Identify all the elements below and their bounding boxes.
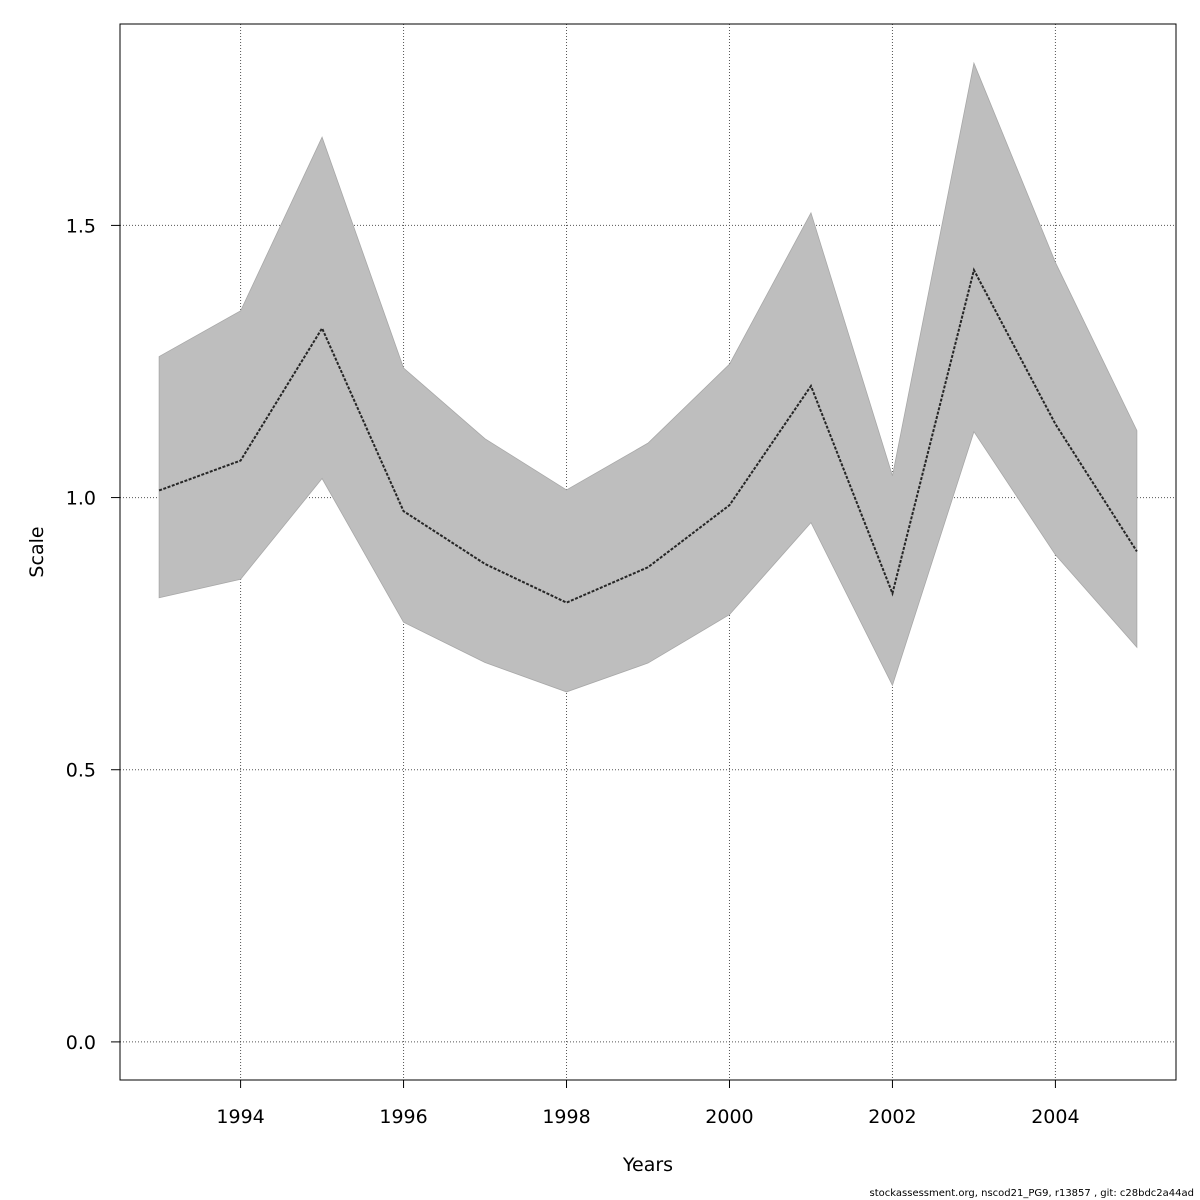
x-tick-label: 1998: [542, 1106, 590, 1128]
y-tick-label: 1.0: [66, 488, 96, 510]
footer-note: stockassessment.org, nscod21_PG9, r13857…: [869, 1188, 1194, 1199]
x-axis: 1994 1996 1998 2000 2002 2004: [216, 1080, 1080, 1128]
x-tick-label: 1996: [379, 1106, 427, 1128]
y-tick-label: 1.5: [66, 215, 96, 237]
y-axis-title: Scale: [26, 526, 48, 577]
x-tick-label: 2004: [1031, 1106, 1079, 1128]
y-tick-label: 0.5: [66, 760, 96, 782]
x-tick-label: 1994: [216, 1106, 264, 1128]
y-axis: 0.0 0.5 1.0 1.5: [66, 215, 120, 1054]
y-tick-label: 0.0: [66, 1032, 96, 1054]
x-axis-title: Years: [622, 1154, 673, 1176]
confidence-band: [158, 61, 1138, 693]
estimate-line: [158, 267, 1138, 604]
x-tick-label: 2002: [868, 1106, 916, 1128]
x-tick-label: 2000: [705, 1106, 753, 1128]
plot-border: [119, 23, 1177, 1081]
